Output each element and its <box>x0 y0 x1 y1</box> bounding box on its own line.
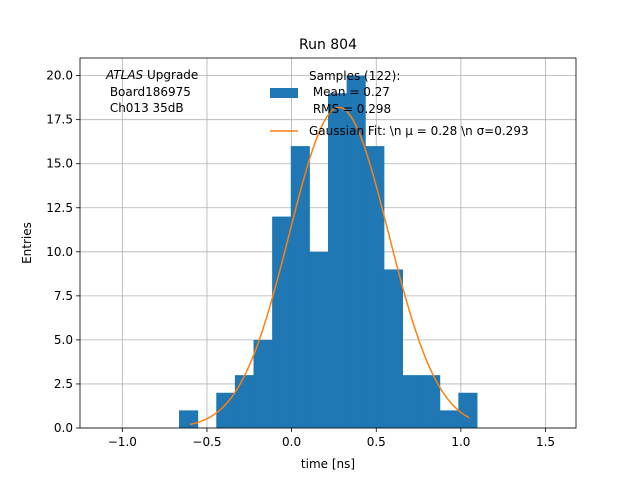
y-tick-label: 20.0 <box>46 69 73 83</box>
gaussian-fit-curve <box>189 106 470 426</box>
y-axis-label: Entries <box>20 222 34 264</box>
y-tick-label: 7.5 <box>54 289 73 303</box>
x-axis-label: time [ns] <box>301 457 355 471</box>
annotation-line-1: ATLAS Upgrade <box>105 68 198 82</box>
atlas-annotation: ATLAS Upgrade Board186975 Ch013 35dB <box>105 68 198 115</box>
plot-frame <box>79 57 577 429</box>
histogram-bar <box>272 216 292 428</box>
histogram-bar <box>234 375 255 428</box>
x-tick-label: 1.0 <box>451 435 470 449</box>
x-axis-ticks: −1.0 −0.5 0.0 0.5 1.0 1.5 <box>108 428 555 449</box>
y-tick-label: 12.5 <box>46 201 73 215</box>
y-axis-ticks: 0.0 2.5 5.0 7.5 10.0 12.5 15.0 17.5 20.0 <box>46 69 80 435</box>
histogram-bar <box>253 339 273 428</box>
x-tick-label: 1.5 <box>536 435 555 449</box>
legend: Samples (122): Mean = 0.27 RMS = 0.298 G… <box>270 69 529 138</box>
histogram-bar <box>402 375 422 428</box>
y-tick-label: 0.0 <box>54 421 73 435</box>
legend-samples-swatch <box>270 88 298 98</box>
y-tick-label: 5.0 <box>54 333 73 347</box>
histogram-bar <box>309 251 329 428</box>
annotation-upgrade: Upgrade <box>143 68 198 82</box>
histogram-bar <box>421 375 441 428</box>
histogram-bar <box>383 269 403 428</box>
annotation-channel: Ch013 35dB <box>106 101 184 115</box>
annotation-board: Board186975 <box>106 85 191 99</box>
histogram-bar <box>328 93 348 428</box>
x-tick-label: 0.5 <box>367 435 386 449</box>
histogram-bar <box>179 410 199 428</box>
legend-fit-label: Gaussian Fit: \n μ = 0.28 \n σ=0.293 <box>309 124 529 138</box>
y-tick-label: 15.0 <box>46 157 73 171</box>
x-tick-label: −1.0 <box>108 435 137 449</box>
histogram-bar <box>216 392 236 428</box>
y-tick-label: 10.0 <box>46 245 73 259</box>
annotation-atlas: ATLAS <box>105 68 144 82</box>
histogram-bar <box>458 392 478 428</box>
histogram-bar <box>439 410 459 428</box>
histogram-bar <box>365 146 385 428</box>
histogram-bars <box>179 75 478 428</box>
legend-samples-mean: Mean = 0.27 <box>309 85 390 99</box>
histogram-bar <box>290 146 310 428</box>
x-tick-label: −0.5 <box>192 435 221 449</box>
x-tick-label: 0.0 <box>282 435 301 449</box>
y-tick-label: 2.5 <box>54 377 73 391</box>
legend-samples-count: Samples (122): <box>309 69 400 83</box>
y-tick-label: 17.5 <box>46 113 73 127</box>
chart-title: Run 804 <box>299 37 357 53</box>
histogram-bar <box>346 75 366 428</box>
legend-samples-rms: RMS = 0.298 <box>309 102 391 116</box>
